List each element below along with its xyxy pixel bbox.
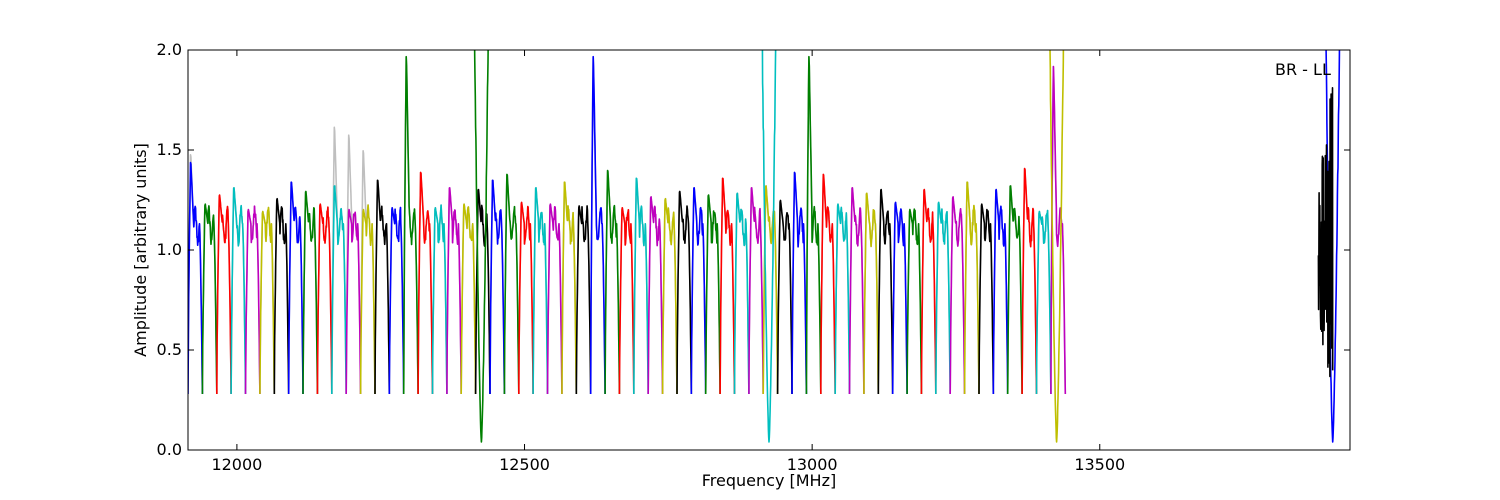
channel-trace: [906, 208, 923, 395]
channel-trace: [1021, 167, 1038, 395]
channel-trace: [920, 188, 937, 395]
x-tick-label: 12000: [211, 455, 262, 474]
channel-trace: [863, 192, 880, 395]
channel-trace: [1050, 65, 1067, 395]
channel-trace: [431, 204, 448, 395]
channel-trace: [503, 173, 520, 395]
channel-trace: [589, 55, 606, 395]
channel-trace: [633, 177, 649, 395]
channel-trace: [676, 190, 693, 395]
channel-trace: [748, 187, 764, 395]
channel-trace: [316, 203, 333, 395]
channel-trace: [575, 205, 592, 395]
channel-trace: [230, 187, 247, 395]
channel-trace: [518, 201, 534, 395]
channel-trace: [604, 169, 621, 395]
channel-trace: [331, 185, 347, 395]
channel-trace: [359, 204, 376, 395]
deep-dip-trace: [1049, 50, 1065, 443]
channel-trace: [345, 208, 362, 395]
channel-trace: [848, 187, 865, 395]
channel-trace: [762, 185, 779, 395]
channel-trace: [820, 173, 836, 395]
channel-trace: [532, 187, 549, 395]
channel-trace: [805, 55, 822, 395]
y-tick-label: 0.0: [157, 440, 182, 459]
channel-trace: [776, 199, 793, 395]
y-tick-label: 1.0: [157, 240, 182, 259]
channel-trace: [460, 203, 477, 395]
channel-trace: [877, 188, 894, 395]
y-axis-label: Amplitude [arbitrary units]: [131, 143, 150, 357]
channel-trace: [704, 194, 721, 395]
channel-trace: [618, 207, 635, 395]
deep-dip-trace: [473, 50, 489, 443]
channel-trace: [992, 188, 1009, 395]
channel-trace: [719, 177, 736, 395]
channel-trace: [949, 196, 966, 395]
x-axis: 12000 12500 13000 13500: [211, 50, 1125, 474]
y-axis: 0.0 0.5 1.0 1.5 2.0: [157, 40, 1350, 459]
channel-trace: [374, 179, 391, 395]
annotation-label: BR - LL: [1275, 60, 1331, 79]
channel-trace: [216, 194, 232, 395]
x-tick-label: 13000: [787, 455, 838, 474]
channel-trace: [561, 181, 578, 395]
channel-trace: [188, 161, 204, 395]
channel-trace: [446, 187, 462, 395]
x-tick-label: 12500: [499, 455, 550, 474]
channel-trace: [388, 206, 405, 395]
channel-trace: [733, 192, 750, 395]
x-tick-label: 13500: [1074, 455, 1125, 474]
channel-trace: [690, 187, 707, 395]
channel-trace: [302, 190, 319, 395]
deep-dip-trace: [761, 50, 777, 443]
channel-trace: [417, 171, 434, 395]
channel-trace: [489, 179, 506, 395]
channel-trace: [978, 203, 995, 395]
channel-trace: [834, 203, 851, 395]
channel-trace: [402, 55, 419, 395]
channel-trace: [661, 197, 678, 395]
channel-trace: [287, 181, 304, 395]
y-tick-label: 1.5: [157, 140, 182, 159]
y-tick-label: 2.0: [157, 40, 182, 59]
channel-trace: [1035, 209, 1052, 395]
channel-series-layer: [188, 50, 1341, 443]
channel-trace: [647, 196, 664, 395]
channel-trace: [474, 188, 491, 395]
y-tick-label: 0.5: [157, 340, 182, 359]
channel-trace: [891, 201, 908, 395]
channel-trace: [201, 203, 218, 395]
channel-trace: [259, 206, 276, 395]
channel-trace: [273, 197, 290, 395]
channel-trace: [791, 171, 808, 395]
channel-trace: [963, 181, 980, 395]
channel-trace: [935, 201, 951, 395]
channel-trace: [244, 205, 261, 395]
noise-trace: [1317, 87, 1334, 378]
channel-trace: [546, 203, 563, 395]
x-axis-label: Frequency [MHz]: [702, 471, 836, 490]
channel-trace: [1006, 185, 1023, 395]
